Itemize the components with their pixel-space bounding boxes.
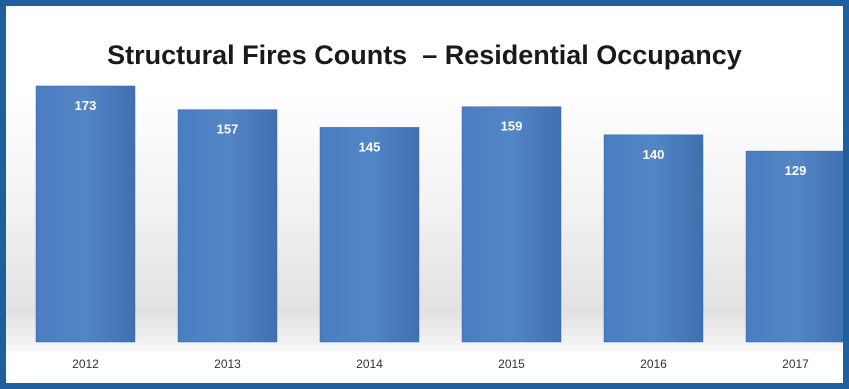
- value-label-2014: 145: [359, 139, 381, 154]
- value-label-2015: 159: [501, 119, 523, 134]
- bar-2015: [461, 106, 562, 343]
- x-tick-label-2017: 2017: [782, 357, 809, 371]
- x-tick-label-2015: 2015: [498, 357, 525, 371]
- bars-group: [35, 85, 843, 343]
- value-label-2012: 173: [75, 98, 97, 113]
- x-tick-labels-group: 2012 2013 2014 2015 2016 2017: [72, 357, 809, 371]
- bar-2014: [319, 127, 420, 343]
- x-tick-label-2014: 2014: [356, 357, 383, 371]
- chart-frame: Structural Fires Counts – Residential Oc…: [4, 4, 845, 385]
- value-label-2017: 129: [785, 163, 807, 178]
- bar-2016: [603, 134, 704, 343]
- value-labels-group: 173 157 145 159 140 129: [75, 98, 807, 178]
- x-tick-label-2012: 2012: [72, 357, 99, 371]
- value-label-2016: 140: [643, 147, 665, 162]
- chart-title: Structural Fires Counts – Residential Oc…: [107, 40, 742, 70]
- bar-2012: [35, 85, 136, 343]
- x-tick-label-2013: 2013: [214, 357, 241, 371]
- value-label-2013: 157: [217, 122, 239, 137]
- x-tick-label-2016: 2016: [640, 357, 667, 371]
- bar-2013: [177, 109, 278, 343]
- bar-2017: [745, 150, 843, 343]
- plot-backdrop: [6, 91, 843, 351]
